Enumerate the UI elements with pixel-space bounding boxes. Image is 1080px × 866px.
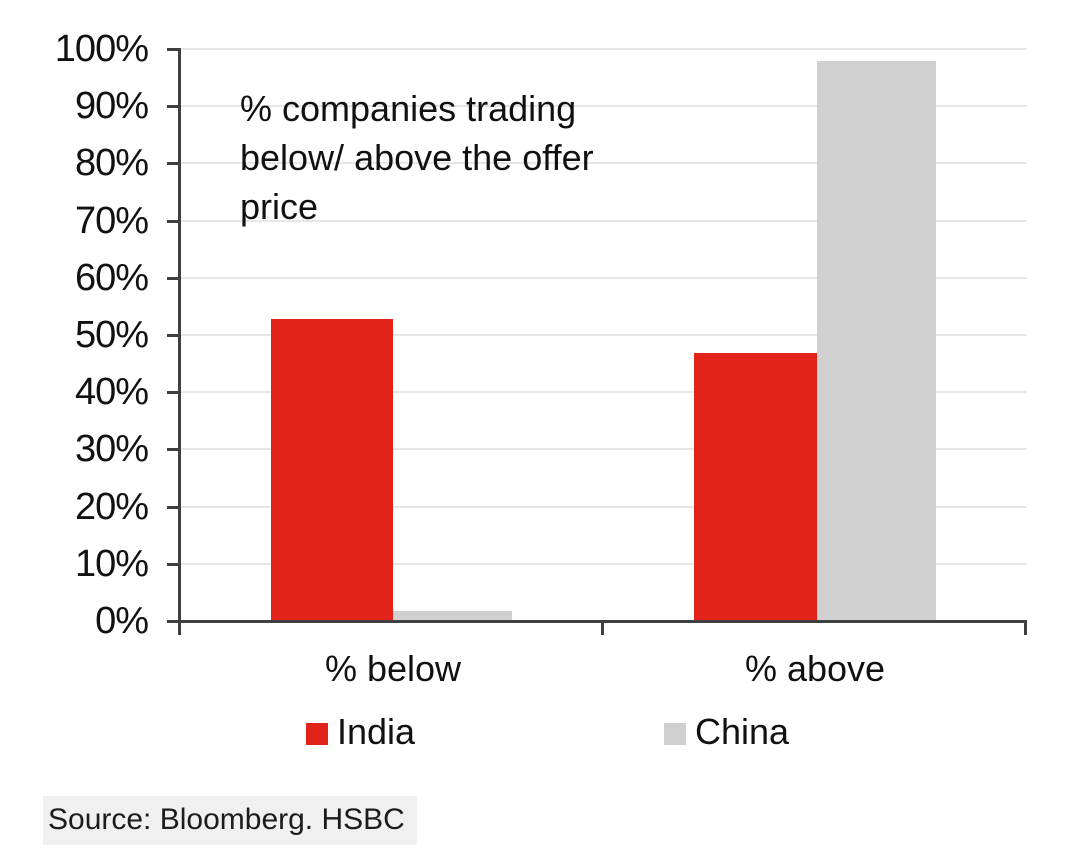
gridline [180,562,1027,565]
y-axis-tick-label: 50% [74,314,149,356]
y-axis-tick-label: 40% [74,371,149,414]
bar-china-below [393,610,512,622]
y-axis-tick [167,391,181,395]
y-axis-tick [167,48,181,51]
gridline [180,334,1027,336]
x-axis-label-below: % below [324,648,462,689]
india-legend-swatch [306,722,328,745]
legend-label-china: China [695,711,790,752]
gridline [180,48,1027,50]
chart-annotation: % companies trading below/ above the off… [240,88,594,227]
bar-india-below [271,318,393,622]
bar-india-above [694,353,817,622]
gridline [180,505,1027,508]
legend-item-india: India [306,711,415,753]
plot-area [167,48,1027,635]
source-text: Source: Bloomberg. HSBC [43,796,417,845]
y-axis-tick [167,562,181,566]
y-axis-tick-label: 10% [74,542,149,585]
y-axis-tick [167,334,181,337]
gridline [180,162,1027,165]
y-axis-tick [167,162,181,166]
y-axis-tick [167,448,181,452]
y-axis-tick-label: 70% [74,199,149,242]
x-axis-label-above: % above [744,648,886,689]
y-axis-tick-label: 100% [54,28,149,70]
y-axis-tick [167,105,181,109]
y-axis-tick-label: 30% [74,428,149,471]
gridline [180,448,1027,451]
bar-china-above [817,61,936,622]
gridline [180,105,1027,108]
y-axis-tick-label: 20% [74,485,149,528]
gridline [180,276,1027,279]
gridline [180,219,1027,222]
y-axis-line [178,49,181,635]
y-axis-tick-label: 60% [74,256,149,299]
legend-item-china: China [664,711,789,753]
y-axis-tick [167,505,181,509]
gridline [180,391,1027,394]
y-axis-tick [167,219,181,223]
x-axis-line [167,620,1027,623]
y-axis-tick [167,276,181,280]
y-axis-tick-label: 80% [74,142,149,185]
y-axis-tick-label: 90% [74,85,149,128]
china-legend-swatch [664,722,686,745]
y-axis-tick-label: 0% [95,600,149,642]
x-axis-center-tick [601,621,604,635]
legend-label-india: India [337,711,416,752]
x-axis-right-tick [1024,621,1027,635]
